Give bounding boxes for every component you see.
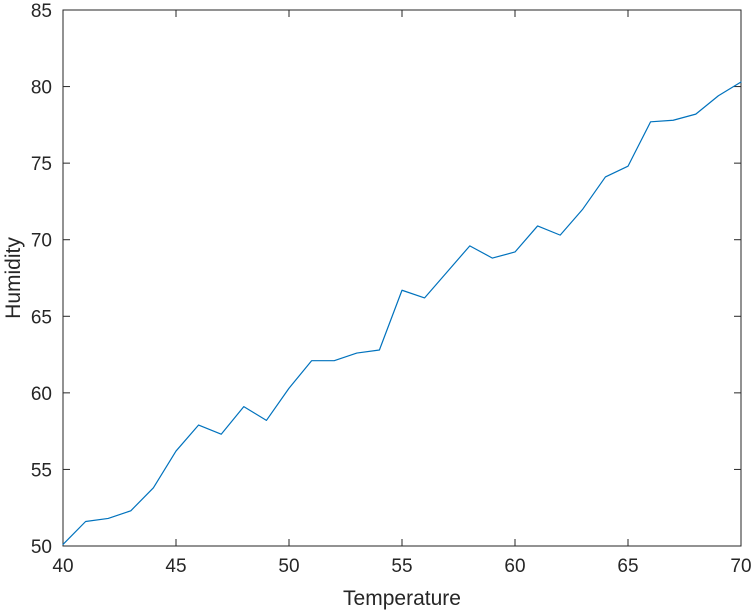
data-point: [151, 486, 155, 490]
data-point: [694, 112, 698, 116]
data-point: [242, 405, 246, 409]
y-tick-label: 80: [31, 78, 52, 99]
series-layer: [61, 80, 743, 546]
x-tick-label: 40: [52, 556, 73, 577]
y-tick-label: 50: [31, 537, 52, 558]
data-point: [106, 516, 110, 520]
data-point: [490, 256, 494, 260]
data-point: [377, 348, 381, 352]
data-point: [197, 423, 201, 427]
data-point: [671, 118, 675, 122]
data-point: [61, 542, 65, 546]
y-axis-title: Humidity: [2, 237, 25, 319]
data-point: [558, 233, 562, 237]
y-tick-label: 55: [31, 460, 52, 481]
data-point: [355, 351, 359, 355]
data-point: [581, 207, 585, 211]
data-point: [310, 359, 314, 363]
data-point: [400, 288, 404, 292]
x-tick-label: 60: [504, 556, 525, 577]
data-point: [174, 449, 178, 453]
data-point: [129, 509, 133, 513]
data-point: [739, 80, 743, 84]
data-point: [468, 244, 472, 248]
y-tick-label: 85: [31, 1, 52, 22]
axes-box: [62, 9, 742, 547]
data-point: [513, 250, 517, 254]
data-point: [264, 418, 268, 422]
y-tick-label: 60: [31, 384, 52, 405]
x-tick-label: 55: [391, 556, 412, 577]
data-point: [716, 94, 720, 98]
data-point: [626, 164, 630, 168]
data-point: [84, 519, 88, 523]
data-point: [332, 359, 336, 363]
y-tick-label: 65: [31, 307, 52, 328]
data-point: [219, 432, 223, 436]
series-line: [62, 81, 742, 546]
x-tick-label: 65: [617, 556, 638, 577]
x-tick-label: 50: [278, 556, 299, 577]
y-tick-label: 75: [31, 154, 52, 175]
data-point: [536, 224, 540, 228]
y-tick-label: 70: [31, 231, 52, 252]
x-tick-label: 70: [730, 556, 751, 577]
data-point: [423, 296, 427, 300]
x-tick-label: 45: [165, 556, 186, 577]
axes: 40 45 50 55 60 65 70 50 55 60 65 70 75 80 85: [31, 1, 752, 577]
data-point: [603, 175, 607, 179]
x-axis-title: Temperature: [343, 587, 461, 610]
data-point: [445, 270, 449, 274]
data-point: [649, 120, 653, 124]
data-point: [287, 386, 291, 390]
